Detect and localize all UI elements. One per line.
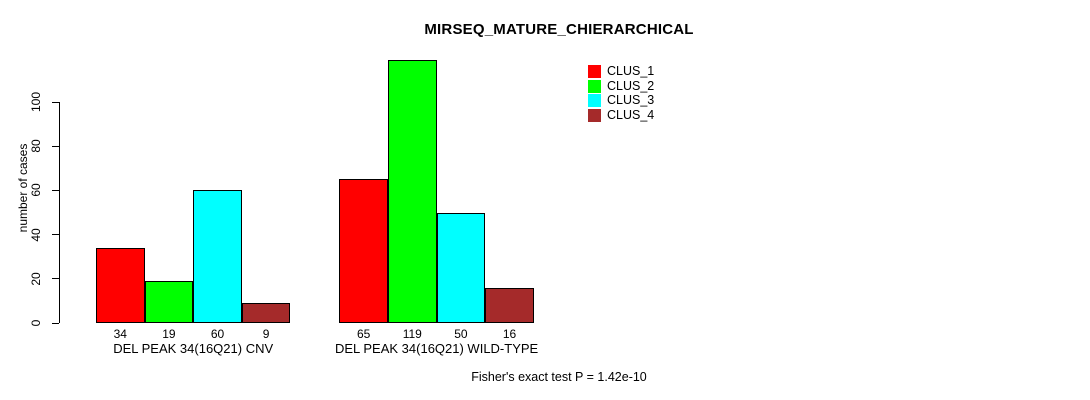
bar-value-label: 34 [113,327,127,341]
legend-item: CLUS_1 [588,65,654,78]
bar-CLUS_2-group2 [388,60,437,323]
legend-label: CLUS_4 [607,107,655,122]
y-tick-mark [52,234,59,236]
bar-CLUS_2-group1 [144,281,194,323]
bar-value-label: 60 [210,327,225,341]
bar-value-label: 50 [454,327,468,341]
x-category-label: DEL PEAK 34(16Q21) CNV [113,341,274,356]
legend-label: CLUS_2 [607,78,655,93]
bar-CLUS_4-group2 [485,287,534,323]
y-tick-label: 40 [29,227,43,242]
bar-CLUS_3-group2 [436,212,486,323]
bar-value-label: 9 [262,327,270,341]
bar-value-label: 65 [357,327,371,341]
legend-item: CLUS_4 [588,107,655,122]
y-tick-label: 20 [29,272,43,286]
legend-swatch-CLUS_3 [588,94,601,107]
y-tick-mark [52,278,59,280]
legend-swatch-CLUS_1 [588,65,601,78]
legend: CLUS_1 CLUS_2 CLUS_3 CLUS_4 [588,65,654,123]
y-tick-mark [52,145,59,147]
y-tick-label: 60 [29,183,43,198]
bar-value-label: 119 [402,327,422,341]
legend-label: CLUS_1 [607,64,655,78]
y-tick-mark [52,322,59,324]
bar-CLUS_1-group1 [96,247,145,323]
bar-value-label: 16 [502,327,517,341]
y-tick-mark [52,189,59,191]
annotation-text: Fisher's exact test P = 1.42e-10 [471,370,647,384]
y-tick-label: 100 [29,91,43,113]
y-tick-label: 0 [29,319,43,327]
legend-swatch-CLUS_4 [588,108,601,122]
y-axis-title: number of cases [16,143,30,233]
y-tick-mark [52,101,59,103]
chart-title: MIRSEQ_MATURE_CHIERARCHICAL [424,21,694,38]
legend-label: CLUS_3 [607,93,655,107]
legend-swatch-CLUS_2 [588,79,601,93]
bar-CLUS_3-group1 [193,190,242,323]
y-axis-line [59,102,60,323]
legend-item: CLUS_2 [588,78,655,93]
x-category-label: DEL PEAK 34(16Q21) WILD-TYPE [334,341,539,356]
bar-CLUS_1-group2 [339,179,388,323]
y-tick-label: 80 [29,139,43,153]
bar-value-label: 19 [162,327,176,341]
bar-CLUS_4-group1 [241,303,291,323]
legend-item: CLUS_3 [588,94,654,107]
